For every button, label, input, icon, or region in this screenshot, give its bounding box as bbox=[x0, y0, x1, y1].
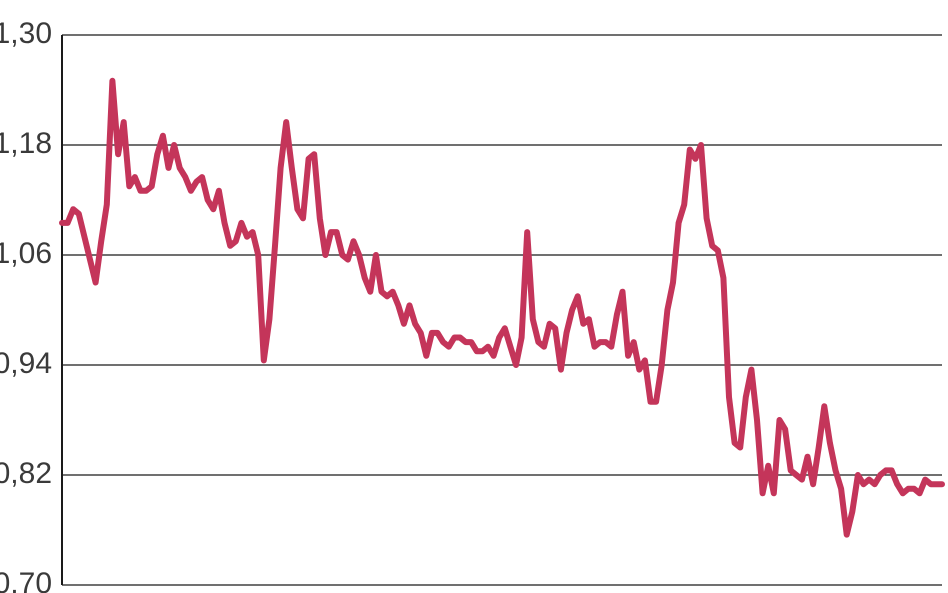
ytick-label: 1,30 bbox=[0, 17, 52, 50]
line-chart: 1,30 1,18 1,06 0,94 0,82 0,70 bbox=[0, 0, 948, 593]
ytick-label: 1,18 bbox=[0, 127, 52, 160]
ytick-label: 0,94 bbox=[0, 347, 52, 380]
ytick-label: 0,82 bbox=[0, 457, 52, 490]
ytick-label: 0,70 bbox=[0, 567, 52, 593]
chart-svg: 1,30 1,18 1,06 0,94 0,82 0,70 bbox=[0, 0, 948, 593]
ytick-label: 1,06 bbox=[0, 237, 52, 270]
